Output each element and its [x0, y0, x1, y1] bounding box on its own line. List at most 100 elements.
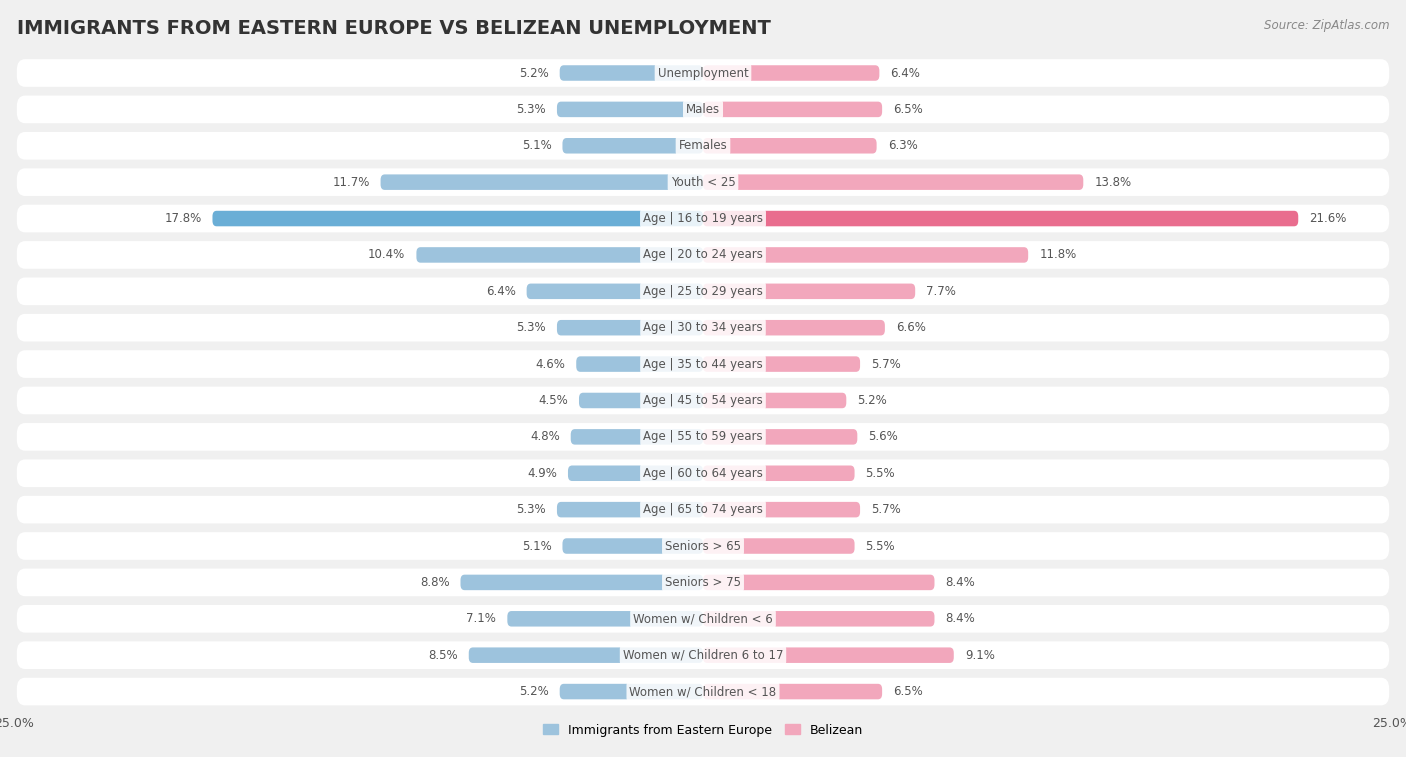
Text: 10.4%: 10.4% [368, 248, 405, 261]
Text: 11.7%: 11.7% [332, 176, 370, 188]
FancyBboxPatch shape [468, 647, 703, 663]
Text: Seniors > 65: Seniors > 65 [665, 540, 741, 553]
FancyBboxPatch shape [703, 210, 1298, 226]
Text: 4.8%: 4.8% [530, 431, 560, 444]
FancyBboxPatch shape [703, 138, 876, 154]
FancyBboxPatch shape [562, 538, 703, 554]
Text: 8.5%: 8.5% [427, 649, 458, 662]
Text: 17.8%: 17.8% [165, 212, 201, 225]
FancyBboxPatch shape [557, 502, 703, 517]
FancyBboxPatch shape [17, 314, 1389, 341]
FancyBboxPatch shape [571, 429, 703, 444]
Text: 6.4%: 6.4% [485, 285, 516, 298]
FancyBboxPatch shape [508, 611, 703, 627]
FancyBboxPatch shape [703, 393, 846, 408]
FancyBboxPatch shape [17, 678, 1389, 706]
FancyBboxPatch shape [461, 575, 703, 590]
Text: 8.8%: 8.8% [420, 576, 450, 589]
FancyBboxPatch shape [703, 357, 860, 372]
FancyBboxPatch shape [562, 138, 703, 154]
FancyBboxPatch shape [703, 65, 879, 81]
Text: Youth < 25: Youth < 25 [671, 176, 735, 188]
FancyBboxPatch shape [416, 248, 703, 263]
Text: 5.5%: 5.5% [866, 540, 896, 553]
Text: Seniors > 75: Seniors > 75 [665, 576, 741, 589]
FancyBboxPatch shape [703, 575, 935, 590]
FancyBboxPatch shape [381, 174, 703, 190]
Text: 11.8%: 11.8% [1039, 248, 1077, 261]
FancyBboxPatch shape [17, 59, 1389, 87]
FancyBboxPatch shape [17, 387, 1389, 414]
FancyBboxPatch shape [17, 641, 1389, 669]
FancyBboxPatch shape [17, 423, 1389, 450]
Text: 5.1%: 5.1% [522, 540, 551, 553]
Text: 8.4%: 8.4% [945, 612, 976, 625]
FancyBboxPatch shape [576, 357, 703, 372]
Text: Source: ZipAtlas.com: Source: ZipAtlas.com [1264, 19, 1389, 32]
Text: 4.5%: 4.5% [538, 394, 568, 407]
Text: 5.7%: 5.7% [872, 357, 901, 371]
FancyBboxPatch shape [17, 605, 1389, 633]
FancyBboxPatch shape [703, 647, 953, 663]
Text: 8.4%: 8.4% [945, 576, 976, 589]
Text: Males: Males [686, 103, 720, 116]
Text: Age | 45 to 54 years: Age | 45 to 54 years [643, 394, 763, 407]
FancyBboxPatch shape [703, 101, 882, 117]
Text: Age | 30 to 34 years: Age | 30 to 34 years [643, 321, 763, 334]
Text: Women w/ Children 6 to 17: Women w/ Children 6 to 17 [623, 649, 783, 662]
FancyBboxPatch shape [560, 684, 703, 699]
FancyBboxPatch shape [568, 466, 703, 481]
FancyBboxPatch shape [17, 278, 1389, 305]
FancyBboxPatch shape [17, 132, 1389, 160]
Text: 4.9%: 4.9% [527, 467, 557, 480]
Legend: Immigrants from Eastern Europe, Belizean: Immigrants from Eastern Europe, Belizean [538, 718, 868, 742]
Text: 6.5%: 6.5% [893, 685, 922, 698]
FancyBboxPatch shape [17, 168, 1389, 196]
Text: Age | 60 to 64 years: Age | 60 to 64 years [643, 467, 763, 480]
Text: 5.7%: 5.7% [872, 503, 901, 516]
Text: Age | 55 to 59 years: Age | 55 to 59 years [643, 431, 763, 444]
Text: IMMIGRANTS FROM EASTERN EUROPE VS BELIZEAN UNEMPLOYMENT: IMMIGRANTS FROM EASTERN EUROPE VS BELIZE… [17, 19, 770, 38]
FancyBboxPatch shape [703, 466, 855, 481]
FancyBboxPatch shape [703, 538, 855, 554]
FancyBboxPatch shape [703, 611, 935, 627]
Text: 5.3%: 5.3% [516, 321, 546, 334]
Text: 9.1%: 9.1% [965, 649, 994, 662]
FancyBboxPatch shape [703, 174, 1083, 190]
Text: Unemployment: Unemployment [658, 67, 748, 79]
FancyBboxPatch shape [17, 350, 1389, 378]
FancyBboxPatch shape [17, 241, 1389, 269]
FancyBboxPatch shape [527, 284, 703, 299]
Text: 4.6%: 4.6% [536, 357, 565, 371]
Text: 6.5%: 6.5% [893, 103, 922, 116]
FancyBboxPatch shape [703, 284, 915, 299]
Text: 13.8%: 13.8% [1094, 176, 1132, 188]
Text: 6.6%: 6.6% [896, 321, 925, 334]
FancyBboxPatch shape [703, 248, 1028, 263]
Text: Age | 20 to 24 years: Age | 20 to 24 years [643, 248, 763, 261]
Text: 5.2%: 5.2% [858, 394, 887, 407]
Text: 5.6%: 5.6% [869, 431, 898, 444]
Text: 5.2%: 5.2% [519, 685, 548, 698]
FancyBboxPatch shape [557, 320, 703, 335]
FancyBboxPatch shape [212, 210, 703, 226]
FancyBboxPatch shape [17, 496, 1389, 523]
FancyBboxPatch shape [17, 569, 1389, 597]
Text: 7.1%: 7.1% [467, 612, 496, 625]
FancyBboxPatch shape [703, 684, 882, 699]
FancyBboxPatch shape [17, 459, 1389, 487]
FancyBboxPatch shape [703, 320, 884, 335]
Text: Age | 35 to 44 years: Age | 35 to 44 years [643, 357, 763, 371]
Text: 6.3%: 6.3% [887, 139, 917, 152]
Text: 6.4%: 6.4% [890, 67, 921, 79]
Text: Age | 16 to 19 years: Age | 16 to 19 years [643, 212, 763, 225]
Text: 5.2%: 5.2% [519, 67, 548, 79]
FancyBboxPatch shape [560, 65, 703, 81]
Text: 5.1%: 5.1% [522, 139, 551, 152]
Text: 5.3%: 5.3% [516, 503, 546, 516]
FancyBboxPatch shape [557, 101, 703, 117]
FancyBboxPatch shape [579, 393, 703, 408]
Text: 7.7%: 7.7% [927, 285, 956, 298]
FancyBboxPatch shape [17, 95, 1389, 123]
Text: Women w/ Children < 6: Women w/ Children < 6 [633, 612, 773, 625]
